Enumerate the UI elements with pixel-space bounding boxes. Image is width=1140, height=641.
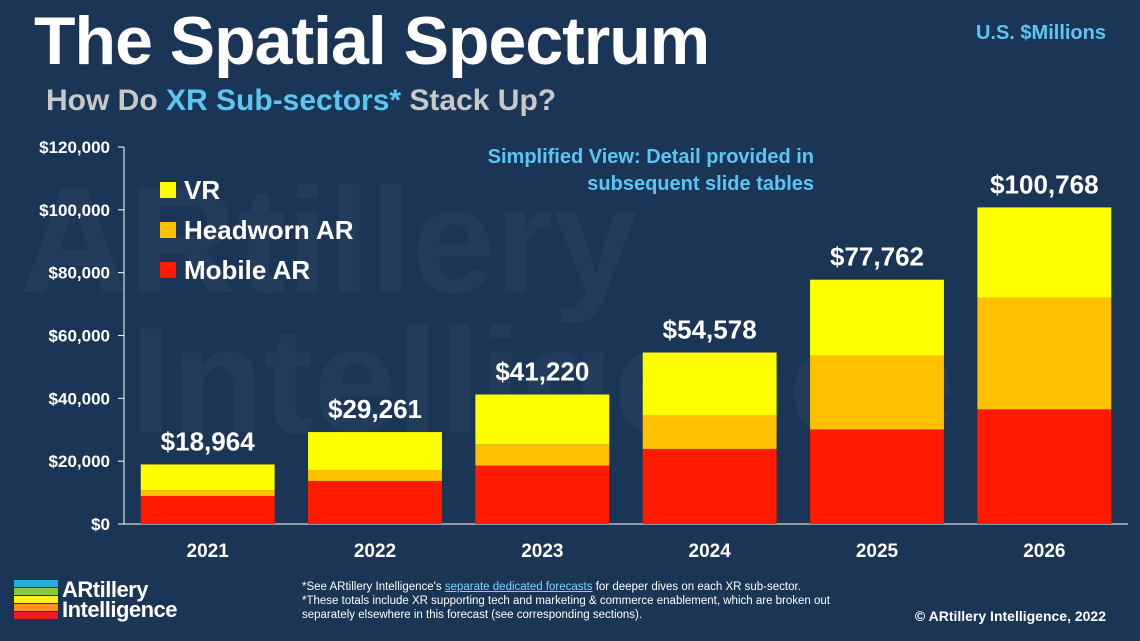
legend-label-mobile-ar: Mobile AR (184, 254, 311, 285)
bar-segment-headworn-ar (810, 355, 944, 430)
legend: VR Headworn AR Mobile AR (160, 170, 354, 290)
x-tick-label: 2023 (521, 541, 563, 562)
bar-segment-mobile-ar (642, 448, 777, 524)
footnote-line1-suffix: for deeper dives on each XR sub-sector. (592, 581, 801, 593)
bar-segment-vr (308, 432, 442, 470)
page-subtitle: How Do XR Sub-sectors* Stack Up? (46, 84, 556, 118)
footnote-line1: *See ARtillery Intelligence's separate d… (302, 580, 862, 594)
legend-swatch-mobile-ar (160, 262, 176, 278)
footnote-line1-prefix: *See ARtillery Intelligence's (302, 581, 445, 593)
y-tick-label: $60,000 (49, 327, 110, 346)
legend-swatch-headworn-ar (160, 222, 176, 238)
legend-item-vr: VR (160, 170, 354, 210)
legend-label-vr: VR (184, 174, 221, 205)
x-tick-label: 2024 (689, 541, 732, 562)
legend-item-mobile-ar: Mobile AR (160, 250, 354, 290)
chart-note-line1: Simplified View: Detail provided in (487, 146, 814, 168)
bar-total-label: $54,578 (663, 315, 757, 345)
page-title: The Spatial Spectrum (34, 3, 710, 79)
bar-total-label: $100,768 (990, 169, 1098, 199)
bar-segment-mobile-ar (977, 409, 1112, 524)
bar-segment-headworn-ar (140, 490, 275, 497)
logo-line2: Intelligence (62, 597, 178, 622)
subtitle-suffix: Stack Up? (401, 84, 557, 117)
forecasts-link[interactable]: separate dedicated forecasts (444, 581, 593, 593)
bar-segment-mobile-ar (140, 496, 275, 524)
x-tick-label: 2025 (856, 541, 899, 562)
bar-segment-vr (810, 279, 944, 356)
bar-segment-vr (475, 394, 610, 445)
chart-note-line2: subsequent slide tables (587, 173, 814, 195)
bar-segment-vr (140, 464, 275, 491)
copyright: © ARtillery Intelligence, 2022 (914, 608, 1106, 624)
bar-segment-mobile-ar (810, 429, 944, 524)
artillery-logo: ARtillery Intelligence (14, 577, 178, 622)
y-tick-label: $80,000 (49, 264, 110, 283)
bar-total-label: $77,762 (830, 242, 924, 272)
y-tick-label: $40,000 (49, 389, 110, 408)
footnote: *See ARtillery Intelligence's separate d… (302, 580, 862, 622)
x-tick-label: 2022 (354, 541, 396, 562)
y-tick-label: $20,000 (49, 452, 110, 471)
bar-segment-vr (642, 352, 777, 415)
legend-swatch-vr (160, 182, 176, 198)
bar-total-label: $41,220 (495, 357, 589, 387)
logo-line1: ARtillery (62, 577, 148, 602)
y-tick-label: $100,000 (39, 201, 110, 220)
bar-segment-headworn-ar (475, 444, 610, 466)
bar-total-label: $29,261 (328, 394, 422, 424)
subtitle-prefix: How Do (46, 84, 166, 117)
bar-segment-headworn-ar (642, 414, 777, 449)
bar-segment-mobile-ar (475, 465, 610, 524)
subtitle-highlight: XR Sub-sectors* (166, 84, 402, 117)
y-tick-label: $120,000 (39, 138, 110, 157)
bar-segment-headworn-ar (977, 297, 1112, 410)
y-tick-label: $0 (91, 515, 110, 534)
bar-total-label: $18,964 (161, 426, 256, 456)
bar-segment-headworn-ar (308, 469, 442, 481)
x-tick-label: 2026 (1023, 541, 1065, 562)
bar-segment-vr (977, 207, 1112, 298)
legend-item-headworn-ar: Headworn AR (160, 210, 354, 250)
x-tick-label: 2021 (187, 541, 230, 562)
chart-note: Simplified View: Detail provided in subs… (394, 144, 814, 198)
bar-segment-mobile-ar (308, 480, 442, 524)
footnote-line2: *These totals include XR supporting tech… (302, 595, 831, 621)
legend-label-headworn-ar: Headworn AR (184, 214, 354, 245)
units-label: U.S. $Millions (975, 22, 1106, 44)
logo-stripes-icon (14, 580, 58, 619)
